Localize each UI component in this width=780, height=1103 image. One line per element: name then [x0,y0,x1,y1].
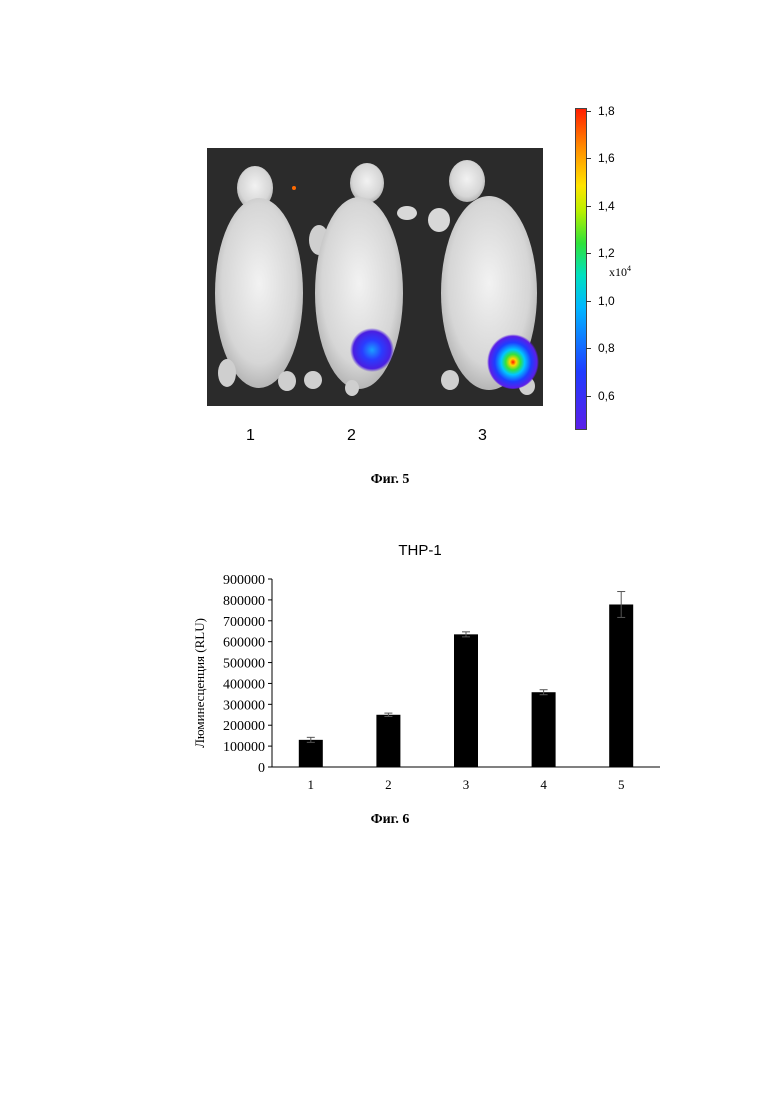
x-tick-label: 3 [463,777,470,792]
colorbar-tickmark [586,301,591,302]
mouse-label-3: 3 [478,427,487,445]
colorbar-tick-label: 0,6 [598,389,615,403]
y-tick-label: 300000 [223,698,265,713]
x-tick-label: 2 [385,777,392,792]
y-tick-label: 700000 [223,615,265,630]
thp1-bar-chart: THP-1 Люминесценция (RLU) 0 100000 200000 3… [180,538,670,800]
luminescence-spot-weak [350,328,394,372]
chart-title: THP-1 [398,542,441,559]
colorbar-tickmark [586,206,591,207]
bar-1 [299,740,323,767]
figure-6-caption: Фиг. 6 [0,812,780,828]
luminescence-spot-strong [487,333,539,389]
y-tick-label: 0 [258,761,265,776]
y-axis-label: Люминесценция (RLU) [192,618,207,748]
y-tick-label: 800000 [223,594,265,609]
x-tick-label: 5 [618,777,625,792]
x-tick-label: 1 [308,777,315,792]
bar-3 [454,634,478,767]
y-tick-label: 500000 [223,657,265,672]
bioluminescence-photo [207,148,543,406]
bar-5 [609,604,633,767]
colorbar-tickmark [586,348,591,349]
bar-2 [376,715,400,767]
y-tick-label: 600000 [223,636,265,651]
colorbar-multiplier-exponent: 4 [627,264,631,273]
colorbar-tickmark [586,253,591,254]
mouse-label-2: 2 [347,427,356,445]
figure-5-caption: Фиг. 5 [0,472,780,488]
y-tick-label: 400000 [223,677,265,692]
colorbar-tick-label: 1,8 [598,104,615,118]
y-tick-label: 900000 [223,573,265,588]
mouse-label-1: 1 [246,427,255,445]
colorbar-tickmark [586,396,591,397]
colorbar-multiplier: x104 [609,264,631,280]
colorbar-tick-label: 1,0 [598,294,615,308]
colorbar-multiplier-base: x10 [609,265,627,279]
colorbar [575,108,587,430]
x-tick-label: 4 [540,777,547,792]
colorbar-tick-label: 1,4 [598,199,615,213]
y-tick-label: 200000 [223,719,265,734]
colorbar-tick-label: 1,2 [598,246,615,260]
colorbar-tickmark [586,158,591,159]
bar-4 [532,692,556,767]
y-tick-label: 100000 [223,740,265,755]
colorbar-tickmark [586,111,591,112]
colorbar-tick-label: 1,6 [598,151,615,165]
colorbar-tick-label: 0,8 [598,341,615,355]
